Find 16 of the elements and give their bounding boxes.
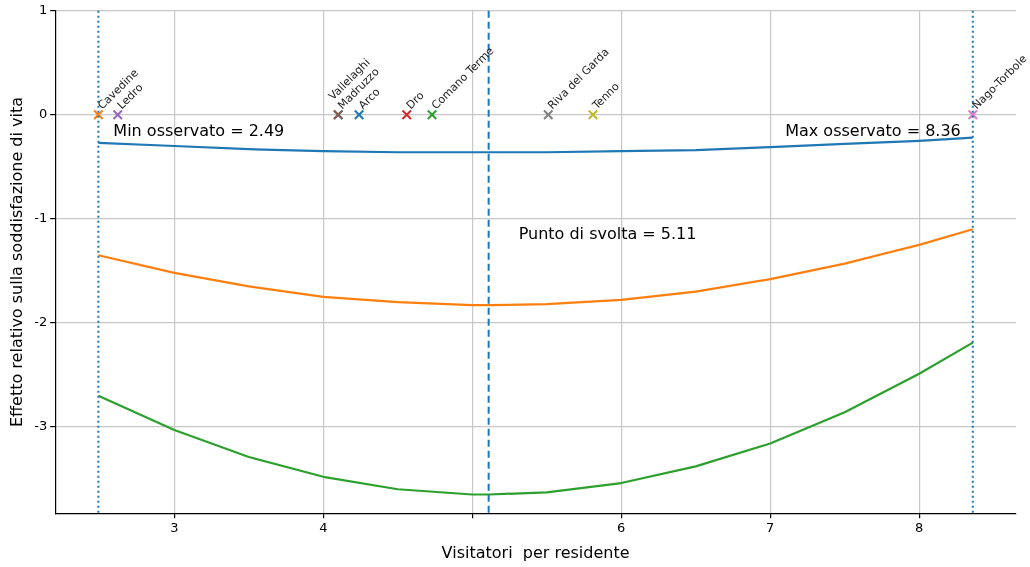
y-axis-title: Effetto relativo sulla soddisfazione di vita bbox=[6, 96, 26, 428]
y-tick-label: 0 bbox=[38, 106, 48, 122]
ref-line-label: Punto di svolta = 5.11 bbox=[518, 223, 697, 243]
x-tick-label: 7 bbox=[766, 520, 775, 536]
y-tick-label: -3 bbox=[34, 418, 48, 434]
x-tick-label: 6 bbox=[617, 520, 626, 536]
text: Dro bbox=[403, 88, 427, 112]
x-axis-title: Visitatori per residente bbox=[441, 542, 630, 562]
y-tick-label: 1 bbox=[38, 2, 48, 18]
y-tick-label: -2 bbox=[34, 314, 48, 330]
y-tick-label: -1 bbox=[34, 210, 48, 226]
x-tick-label: 3 bbox=[170, 520, 179, 536]
ref-line-label: Min osservato = 2.49 bbox=[113, 120, 285, 140]
ref-line-label: Max osservato = 8.36 bbox=[785, 120, 961, 140]
x-tick-label: 4 bbox=[319, 520, 328, 536]
x-tick-label: 8 bbox=[915, 520, 924, 536]
